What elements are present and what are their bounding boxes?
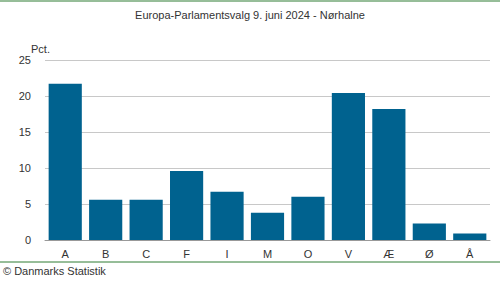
svg-text:Æ: Æ bbox=[383, 248, 394, 260]
svg-text:0: 0 bbox=[25, 234, 31, 246]
svg-text:15: 15 bbox=[19, 126, 31, 138]
svg-text:B: B bbox=[102, 248, 109, 260]
svg-text:Å: Å bbox=[466, 248, 474, 260]
svg-text:F: F bbox=[183, 248, 190, 260]
svg-text:10: 10 bbox=[19, 162, 31, 174]
svg-text:Europa-Parlamentsvalg 9. juni: Europa-Parlamentsvalg 9. juni 2024 - Nør… bbox=[135, 9, 365, 21]
svg-text:C: C bbox=[142, 248, 150, 260]
svg-text:I: I bbox=[226, 248, 229, 260]
svg-text:5: 5 bbox=[25, 198, 31, 210]
svg-text:O: O bbox=[304, 248, 313, 260]
svg-text:V: V bbox=[345, 248, 353, 260]
svg-text:© Danmarks Statistik: © Danmarks Statistik bbox=[3, 265, 106, 277]
svg-text:M: M bbox=[263, 248, 272, 260]
svg-text:Ø: Ø bbox=[425, 248, 434, 260]
svg-text:Pct.: Pct. bbox=[31, 43, 50, 55]
svg-text:A: A bbox=[62, 248, 70, 260]
svg-text:25: 25 bbox=[19, 54, 31, 66]
svg-text:20: 20 bbox=[19, 90, 31, 102]
